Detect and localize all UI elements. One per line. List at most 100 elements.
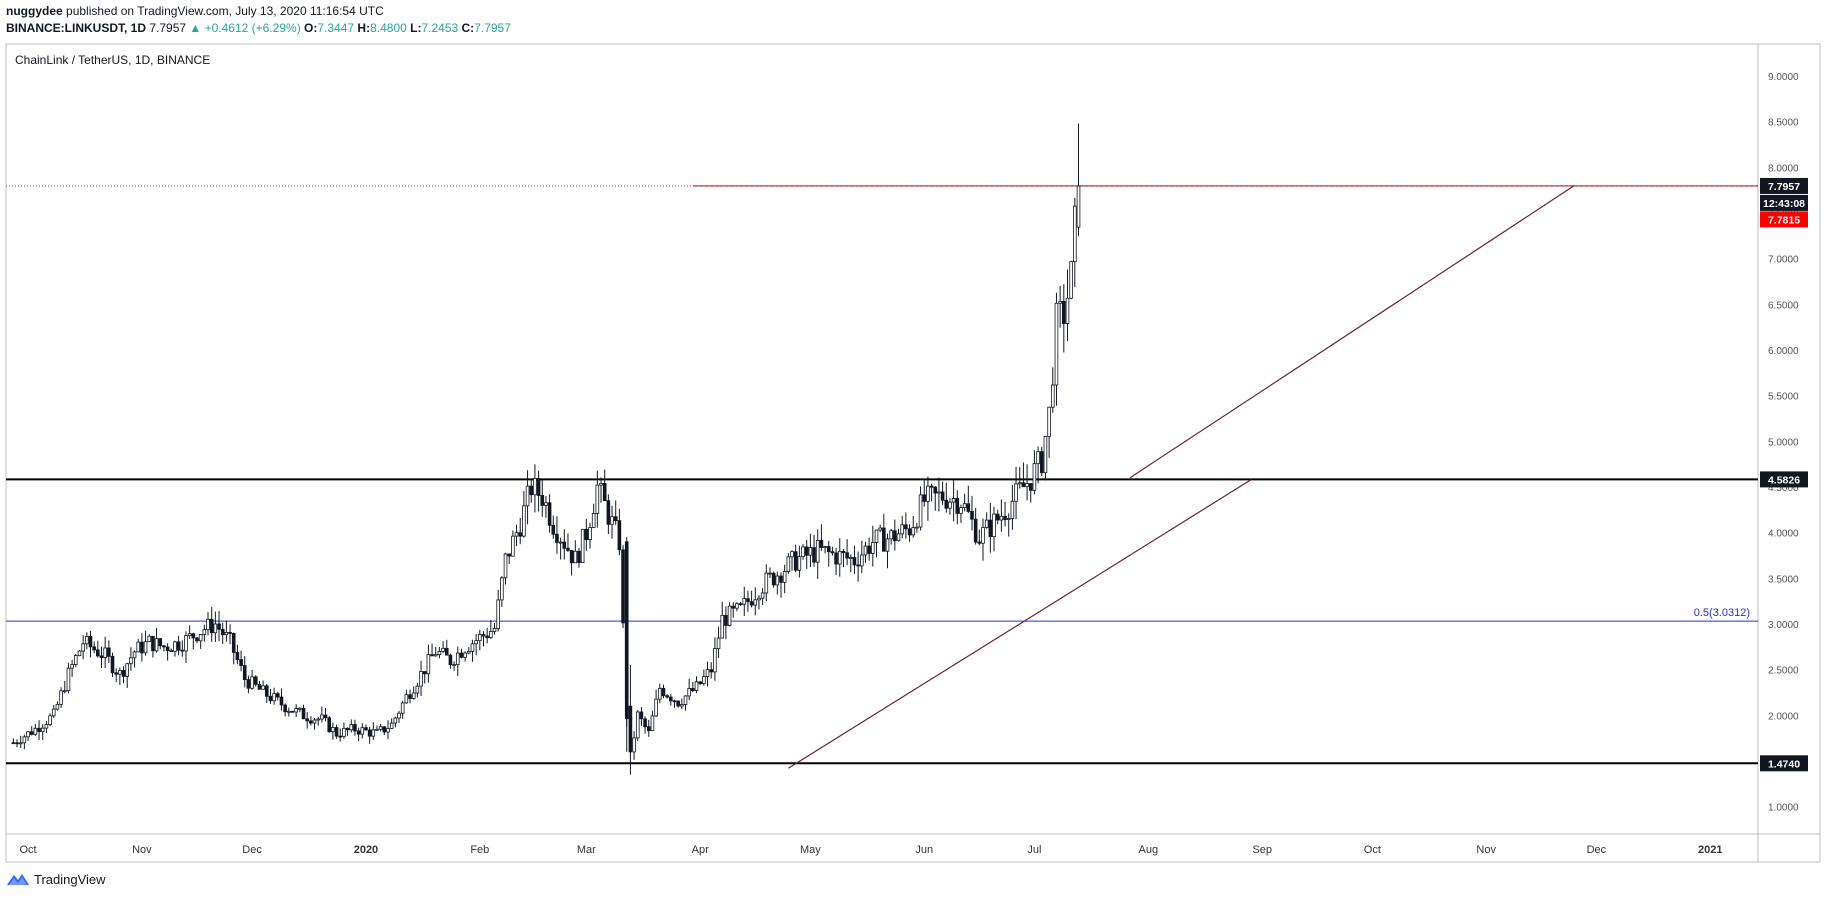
x-tick-label: Dec <box>242 844 262 856</box>
candle <box>562 529 567 560</box>
candle-body <box>463 652 467 658</box>
candle-body <box>305 718 309 722</box>
tradingview-logo-icon[interactable] <box>6 871 30 887</box>
candle-body <box>995 513 1000 521</box>
candle <box>404 689 409 704</box>
candle <box>279 688 284 711</box>
candle-body <box>845 552 849 559</box>
candle <box>757 595 761 610</box>
candle <box>907 524 912 542</box>
candle-body <box>503 553 508 579</box>
candle-body <box>430 654 434 657</box>
candle-body <box>731 605 736 609</box>
candle <box>933 486 938 511</box>
high-label: H: <box>357 21 371 35</box>
candle <box>180 640 185 657</box>
y-tick-label: 3.0000 <box>1768 620 1799 631</box>
candle-body <box>547 502 552 526</box>
candle <box>433 647 438 657</box>
candle <box>624 537 629 752</box>
candle-body <box>246 679 251 689</box>
candle-body <box>558 541 563 544</box>
candle <box>121 666 126 684</box>
candle-body <box>893 530 897 542</box>
candle-body <box>415 685 420 694</box>
candle-body <box>360 727 365 735</box>
price-badge-bg <box>1760 471 1808 488</box>
trendline[interactable] <box>1129 185 1575 479</box>
x-tick-label: Jun <box>915 844 933 856</box>
candle-body <box>426 654 431 675</box>
candle-body <box>628 705 633 721</box>
candle-body <box>312 719 317 724</box>
candle <box>11 738 16 745</box>
candle <box>683 695 688 711</box>
candle-body <box>331 727 335 733</box>
price-badge-label: 7.7815 <box>1768 214 1800 226</box>
candle-body <box>261 685 265 690</box>
candle-body <box>992 513 996 537</box>
candle-body <box>900 524 905 535</box>
candle <box>547 494 552 533</box>
candle-body <box>540 495 545 506</box>
candle-body <box>646 726 651 732</box>
candle-body <box>59 690 63 705</box>
y-tick-label: 6.0000 <box>1768 346 1799 357</box>
candle-body <box>18 742 23 745</box>
candle <box>882 513 886 552</box>
candle-body <box>635 711 640 739</box>
candle <box>970 495 974 531</box>
candle <box>599 477 603 503</box>
candle <box>294 704 298 718</box>
trendline[interactable] <box>788 479 1252 769</box>
candle-body <box>474 640 478 645</box>
author-name[interactable]: nuggydee <box>6 4 63 18</box>
x-tick-label: Oct <box>1364 844 1381 856</box>
candle-body <box>206 618 210 631</box>
x-tick-label: Nov <box>132 844 152 856</box>
candle-body <box>11 742 16 745</box>
candle-body <box>771 572 776 586</box>
candle <box>59 687 63 708</box>
open-label: O: <box>304 21 318 35</box>
candle <box>896 528 901 542</box>
candle-body <box>1065 297 1070 324</box>
candle-body <box>981 527 985 544</box>
candle-body <box>316 718 321 721</box>
candle-body <box>1047 406 1051 437</box>
candle <box>408 689 412 704</box>
low-label: L: <box>410 21 422 35</box>
candle-body <box>70 664 74 669</box>
candle <box>444 639 449 656</box>
candle-body <box>786 556 791 572</box>
candle <box>1039 446 1044 477</box>
x-tick-label: Jul <box>1027 844 1041 856</box>
candle-body <box>136 641 141 653</box>
candle-body <box>33 727 38 735</box>
candle <box>316 716 321 726</box>
candle-body <box>665 695 669 698</box>
candle <box>26 731 30 741</box>
candle <box>775 571 780 595</box>
brand-label[interactable]: TradingView <box>34 871 106 887</box>
candle <box>698 681 702 685</box>
candle-body <box>948 501 952 509</box>
close-label: C: <box>461 21 475 35</box>
candle <box>301 704 306 720</box>
candle <box>536 470 541 512</box>
candle <box>867 537 871 561</box>
candle-body <box>334 727 339 737</box>
candle-body <box>577 550 581 563</box>
candle <box>290 710 295 713</box>
candle-body <box>264 685 269 697</box>
candle <box>746 590 750 612</box>
candle-body <box>852 557 857 566</box>
candle-body <box>793 551 798 571</box>
candle-body <box>378 726 383 730</box>
candle <box>118 667 122 685</box>
candle-body <box>779 575 783 583</box>
candle <box>635 710 640 742</box>
candle-body <box>834 552 838 565</box>
candle-body <box>716 637 721 649</box>
